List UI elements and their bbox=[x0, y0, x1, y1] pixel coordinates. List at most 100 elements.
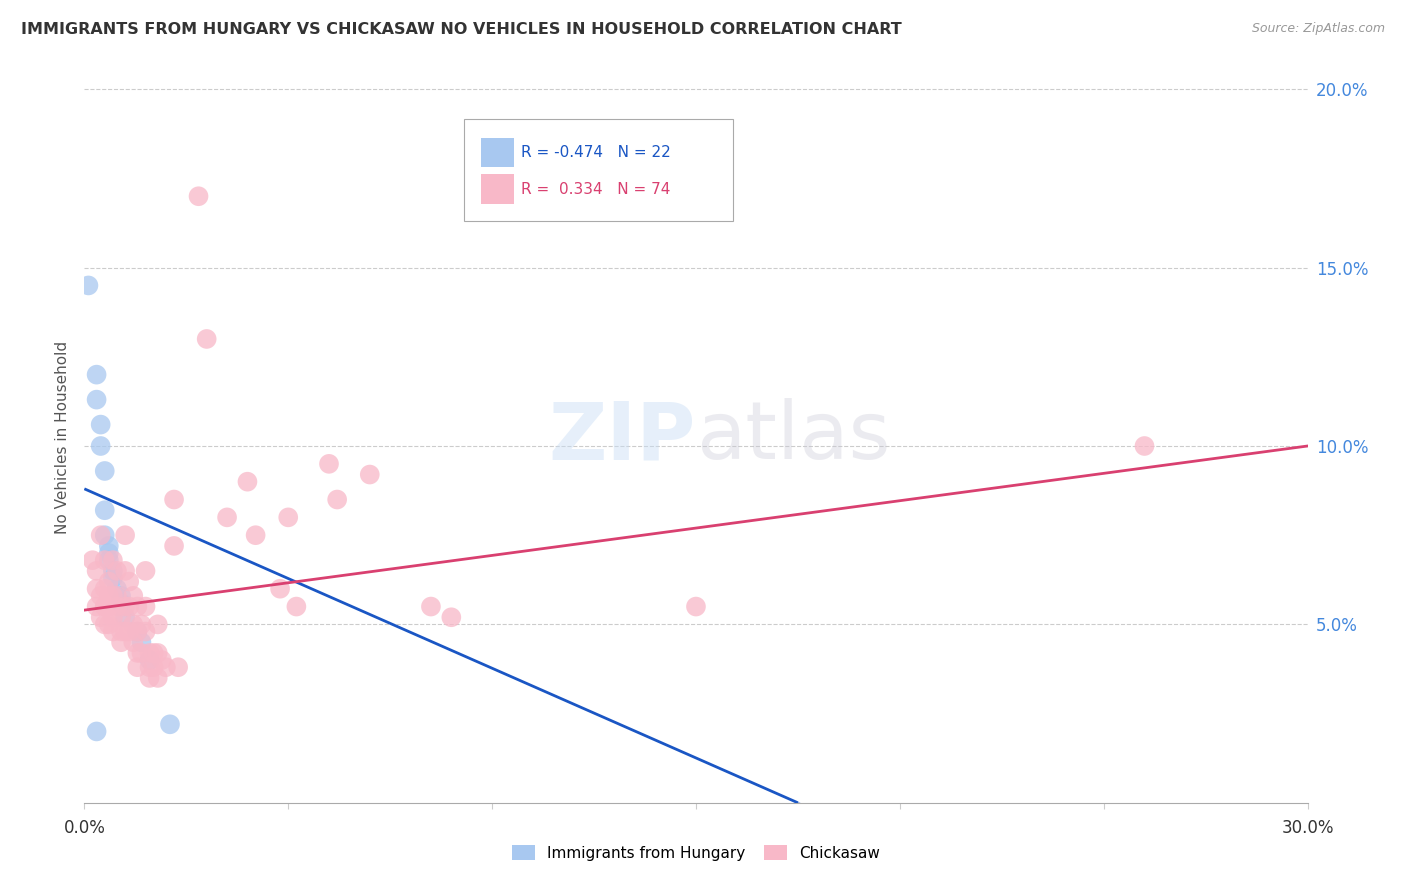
Point bbox=[163, 492, 186, 507]
Point bbox=[127, 624, 149, 639]
Point bbox=[93, 503, 115, 517]
Point bbox=[481, 189, 503, 203]
Point bbox=[131, 635, 153, 649]
Point bbox=[90, 589, 112, 603]
Point bbox=[127, 646, 149, 660]
Point bbox=[187, 189, 209, 203]
Point bbox=[118, 624, 141, 639]
Point bbox=[285, 599, 308, 614]
Point bbox=[167, 660, 190, 674]
Point bbox=[122, 635, 145, 649]
Text: Source: ZipAtlas.com: Source: ZipAtlas.com bbox=[1251, 22, 1385, 36]
Point bbox=[97, 546, 120, 560]
Point bbox=[114, 564, 136, 578]
Point bbox=[440, 610, 463, 624]
Point bbox=[114, 624, 136, 639]
Point bbox=[127, 599, 149, 614]
Point bbox=[90, 417, 112, 432]
Point bbox=[163, 539, 186, 553]
Point bbox=[118, 574, 141, 589]
Point bbox=[118, 599, 141, 614]
Point bbox=[97, 553, 120, 567]
Text: ZIP: ZIP bbox=[548, 398, 696, 476]
Point bbox=[101, 610, 124, 624]
Point bbox=[93, 599, 115, 614]
Point bbox=[114, 599, 136, 614]
Point bbox=[195, 332, 218, 346]
Text: R =  0.334   N = 74: R = 0.334 N = 74 bbox=[522, 182, 671, 196]
Point bbox=[101, 589, 124, 603]
Y-axis label: No Vehicles in Household: No Vehicles in Household bbox=[55, 341, 70, 533]
Point bbox=[86, 582, 108, 596]
Point bbox=[217, 510, 239, 524]
Point bbox=[131, 646, 153, 660]
Point bbox=[1133, 439, 1156, 453]
Point bbox=[326, 492, 349, 507]
Point bbox=[146, 671, 169, 685]
Point bbox=[277, 510, 299, 524]
Point bbox=[138, 646, 160, 660]
Point bbox=[236, 475, 259, 489]
Point bbox=[97, 589, 120, 603]
Point bbox=[101, 564, 124, 578]
Point bbox=[142, 660, 165, 674]
Point bbox=[97, 599, 120, 614]
Point bbox=[90, 439, 112, 453]
Point bbox=[93, 464, 115, 478]
FancyBboxPatch shape bbox=[481, 175, 513, 203]
Point bbox=[138, 653, 160, 667]
Point bbox=[93, 617, 115, 632]
Point bbox=[97, 617, 120, 632]
Point bbox=[146, 617, 169, 632]
Text: R = -0.474   N = 22: R = -0.474 N = 22 bbox=[522, 145, 671, 160]
Point bbox=[86, 724, 108, 739]
Point bbox=[359, 467, 381, 482]
Point bbox=[150, 653, 173, 667]
Point bbox=[97, 539, 120, 553]
Point bbox=[105, 589, 128, 603]
Point bbox=[86, 368, 108, 382]
Point bbox=[93, 582, 115, 596]
Legend: Immigrants from Hungary, Chickasaw: Immigrants from Hungary, Chickasaw bbox=[505, 838, 887, 868]
Point bbox=[110, 589, 132, 603]
Point bbox=[245, 528, 267, 542]
Point bbox=[138, 671, 160, 685]
Point bbox=[86, 564, 108, 578]
Point bbox=[93, 553, 115, 567]
Point bbox=[101, 571, 124, 585]
Point bbox=[269, 582, 291, 596]
Point bbox=[318, 457, 340, 471]
Point bbox=[159, 717, 181, 731]
Point bbox=[138, 660, 160, 674]
Point bbox=[685, 599, 707, 614]
Point bbox=[114, 528, 136, 542]
Point bbox=[110, 596, 132, 610]
Text: atlas: atlas bbox=[696, 398, 890, 476]
Text: IMMIGRANTS FROM HUNGARY VS CHICKASAW NO VEHICLES IN HOUSEHOLD CORRELATION CHART: IMMIGRANTS FROM HUNGARY VS CHICKASAW NO … bbox=[21, 22, 901, 37]
Point bbox=[420, 599, 443, 614]
Point bbox=[135, 564, 157, 578]
Point bbox=[101, 553, 124, 567]
FancyBboxPatch shape bbox=[464, 119, 733, 221]
Point bbox=[127, 624, 149, 639]
Point bbox=[135, 599, 157, 614]
Point bbox=[90, 528, 112, 542]
Point bbox=[90, 610, 112, 624]
Point bbox=[110, 610, 132, 624]
Point bbox=[131, 617, 153, 632]
Point bbox=[114, 610, 136, 624]
Point bbox=[122, 589, 145, 603]
Point bbox=[93, 528, 115, 542]
Point bbox=[155, 660, 177, 674]
Point bbox=[101, 624, 124, 639]
Point bbox=[82, 553, 104, 567]
Point bbox=[86, 599, 108, 614]
Point bbox=[110, 635, 132, 649]
Point bbox=[86, 392, 108, 407]
Point bbox=[105, 582, 128, 596]
Point bbox=[77, 278, 100, 293]
Point bbox=[105, 599, 128, 614]
Point bbox=[97, 574, 120, 589]
Point bbox=[105, 564, 128, 578]
Point bbox=[135, 624, 157, 639]
